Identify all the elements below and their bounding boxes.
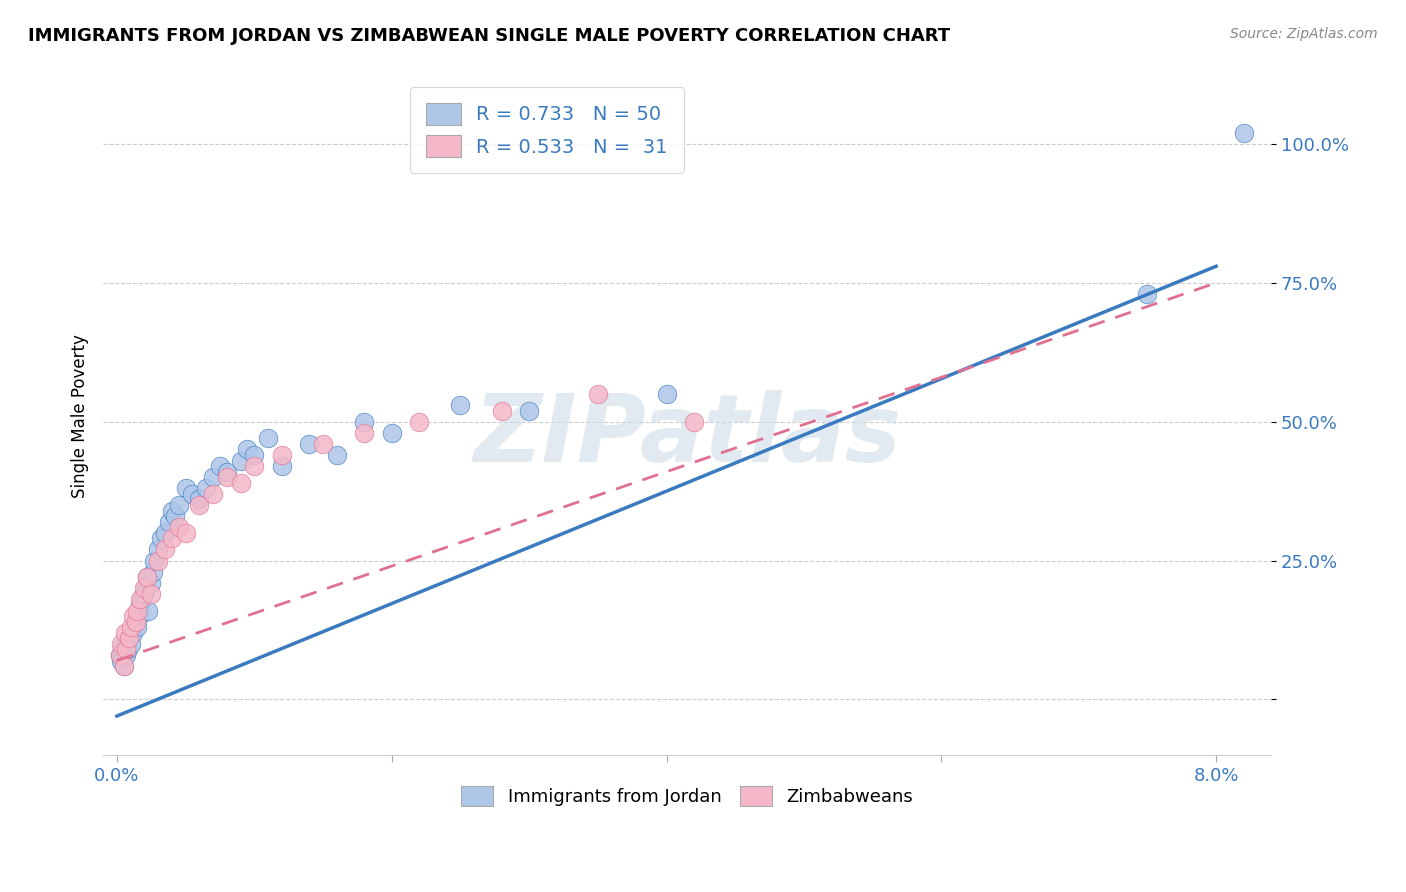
Point	[122, 609, 145, 624]
Point	[110, 637, 132, 651]
Point	[195, 481, 218, 495]
Point	[124, 615, 146, 629]
Point	[243, 448, 266, 462]
Point	[127, 620, 149, 634]
Point	[120, 620, 142, 634]
Point	[112, 659, 135, 673]
Point	[202, 470, 225, 484]
Point	[134, 587, 156, 601]
Point	[125, 615, 148, 629]
Point	[114, 625, 136, 640]
Point	[163, 509, 186, 524]
Point	[167, 498, 190, 512]
Point	[146, 542, 169, 557]
Point	[108, 648, 131, 662]
Point	[215, 465, 238, 479]
Point	[108, 648, 131, 662]
Point	[153, 542, 176, 557]
Point	[312, 437, 335, 451]
Point	[325, 448, 347, 462]
Point	[683, 415, 706, 429]
Point	[229, 475, 252, 490]
Point	[353, 425, 375, 440]
Point	[188, 498, 211, 512]
Point	[110, 653, 132, 667]
Point	[408, 415, 430, 429]
Point	[160, 532, 183, 546]
Point	[127, 603, 149, 617]
Point	[128, 609, 150, 624]
Point	[491, 403, 513, 417]
Point	[353, 415, 375, 429]
Point	[174, 481, 197, 495]
Point	[236, 442, 259, 457]
Text: ZIPatlas: ZIPatlas	[472, 391, 901, 483]
Point	[117, 642, 139, 657]
Point	[243, 459, 266, 474]
Point	[298, 437, 321, 451]
Point	[129, 598, 152, 612]
Point	[134, 582, 156, 596]
Point	[157, 515, 180, 529]
Point	[115, 648, 138, 662]
Point	[174, 525, 197, 540]
Point	[135, 582, 157, 596]
Point	[229, 453, 252, 467]
Point	[115, 642, 138, 657]
Point	[1233, 126, 1256, 140]
Point	[655, 387, 678, 401]
Legend: Immigrants from Jordan, Zimbabweans: Immigrants from Jordan, Zimbabweans	[454, 779, 921, 814]
Point	[136, 570, 159, 584]
Point	[181, 487, 204, 501]
Point	[160, 503, 183, 517]
Point	[188, 492, 211, 507]
Point	[257, 431, 280, 445]
Point	[138, 603, 160, 617]
Point	[517, 403, 540, 417]
Point	[153, 525, 176, 540]
Point	[114, 637, 136, 651]
Point	[141, 575, 163, 590]
Point	[381, 425, 404, 440]
Point	[112, 659, 135, 673]
Point	[270, 459, 292, 474]
Point	[208, 459, 231, 474]
Point	[270, 448, 292, 462]
Point	[136, 570, 159, 584]
Point	[129, 592, 152, 607]
Point	[167, 520, 190, 534]
Point	[586, 387, 609, 401]
Point	[141, 587, 163, 601]
Point	[122, 625, 145, 640]
Y-axis label: Single Male Poverty: Single Male Poverty	[72, 334, 89, 498]
Point	[120, 637, 142, 651]
Point	[449, 398, 471, 412]
Point	[118, 632, 141, 646]
Text: IMMIGRANTS FROM JORDAN VS ZIMBABWEAN SINGLE MALE POVERTY CORRELATION CHART: IMMIGRANTS FROM JORDAN VS ZIMBABWEAN SIN…	[28, 27, 950, 45]
Point	[215, 470, 238, 484]
Point	[1136, 287, 1159, 301]
Point	[143, 553, 166, 567]
Point	[131, 592, 153, 607]
Point	[146, 553, 169, 567]
Point	[111, 642, 134, 657]
Point	[149, 532, 172, 546]
Point	[118, 632, 141, 646]
Text: Source: ZipAtlas.com: Source: ZipAtlas.com	[1230, 27, 1378, 41]
Point	[142, 565, 165, 579]
Point	[202, 487, 225, 501]
